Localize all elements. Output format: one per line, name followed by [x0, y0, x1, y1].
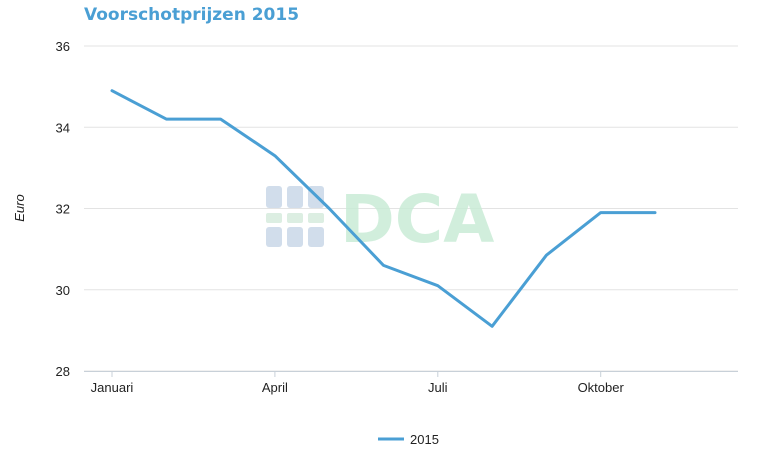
y-tick-label: 32 [56, 202, 70, 217]
grid-lines [84, 45, 738, 372]
x-tick-label: Juli [428, 380, 448, 395]
series-line-2015[interactable] [110, 89, 657, 328]
y-axis-label: Euro [12, 194, 27, 221]
series-group [110, 89, 657, 328]
y-tick-label: 28 [56, 364, 70, 379]
x-tick-label: Januari [91, 380, 134, 395]
x-tick-label: Oktober [578, 380, 625, 395]
chart-title: Voorschotprijzen 2015 [84, 5, 300, 25]
y-tick-label: 30 [56, 283, 70, 298]
watermark-text: DCA [340, 181, 494, 258]
y-tick-label: 36 [56, 39, 70, 54]
legend[interactable]: 2015 [378, 432, 439, 447]
x-axis: Januari April Juli Oktober [91, 371, 625, 395]
x-tick-label: April [262, 380, 288, 395]
y-axis: 36 34 32 30 28 [56, 39, 70, 379]
legend-label[interactable]: 2015 [410, 432, 439, 447]
y-tick-label: 34 [56, 120, 70, 135]
dca-watermark: DCA [266, 181, 494, 258]
